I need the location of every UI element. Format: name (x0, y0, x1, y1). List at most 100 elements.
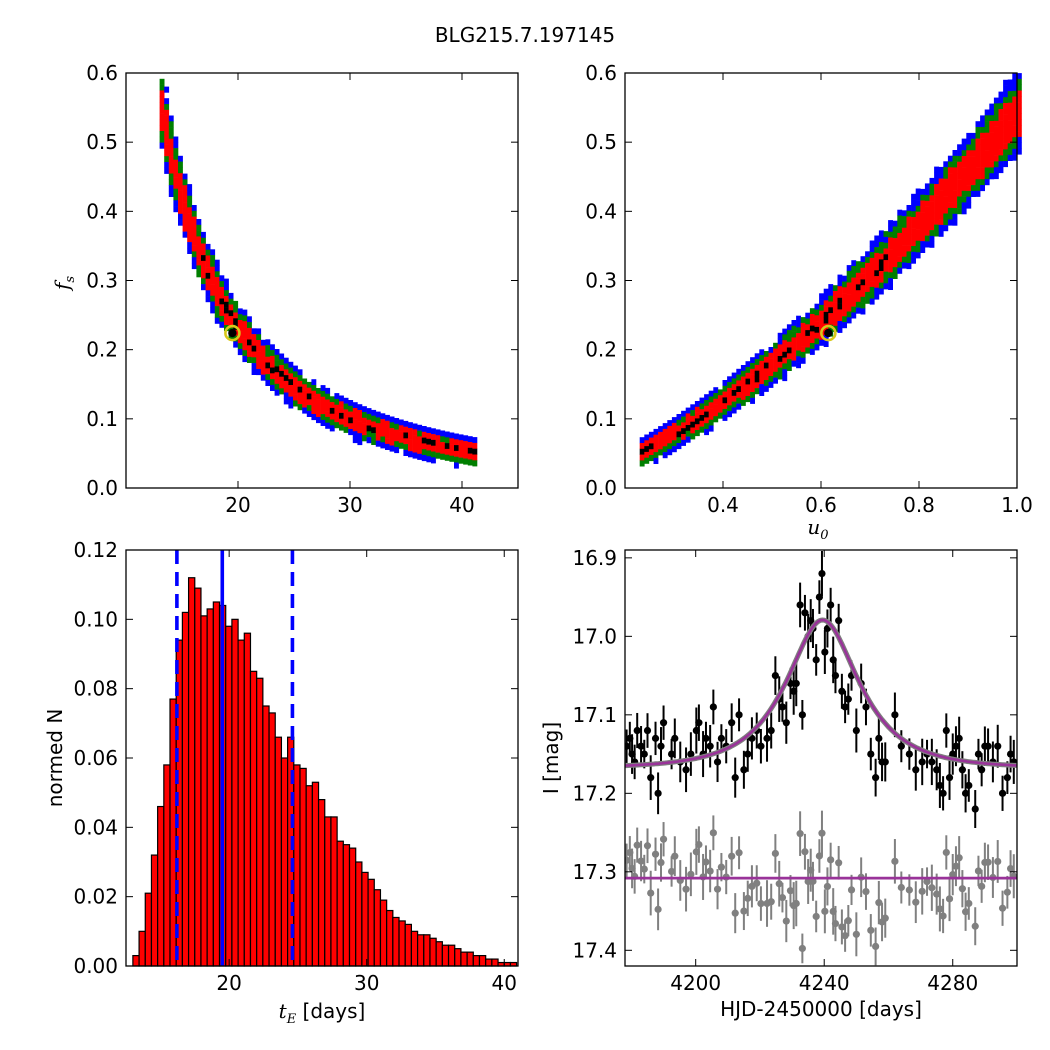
heatmap-cell-red (1016, 131, 1022, 138)
heatmap-cell-red (957, 167, 962, 174)
heatmap-cell-black (444, 443, 450, 450)
heatmap-cell-red (256, 363, 262, 370)
residual-point (971, 922, 979, 930)
heatmap-cell-blue (920, 246, 926, 253)
x-tick-label: 4280 (927, 971, 978, 995)
x-tick-label: 20 (216, 971, 241, 995)
y-tick-label: 0.6 (585, 61, 617, 85)
heatmap-cell-black (699, 415, 705, 422)
heatmap-cell-red (210, 289, 216, 296)
heatmap-cell-blue (823, 294, 829, 301)
heatmap-cell-red (435, 435, 441, 442)
heatmap-cell-black (704, 411, 709, 418)
heatmap-cell-red (800, 334, 806, 341)
heatmap-cell-black (745, 378, 751, 385)
heatmap-cell-red (662, 428, 668, 435)
heatmap-cell-green (786, 330, 792, 337)
heatmap-cell-green (998, 155, 1004, 162)
heatmap-cell-red (763, 374, 769, 381)
heatmap-cell-red (993, 126, 999, 133)
heatmap-cell-red (970, 150, 976, 157)
heatmap-cell-blue (819, 293, 824, 300)
heatmap-cell-red (168, 144, 174, 151)
residual-point (918, 887, 926, 895)
heatmap-cell-green (242, 350, 248, 357)
residual-point (974, 867, 983, 875)
data-point (891, 711, 899, 719)
histogram-bar (293, 764, 301, 967)
heatmap-cell-red (191, 245, 197, 252)
residual-point (647, 889, 655, 897)
heatmap-cell-red (334, 416, 340, 423)
heatmap-cell-red (966, 156, 972, 163)
heatmap-cell-red (777, 350, 783, 357)
heatmap-cell-blue (934, 178, 939, 185)
heatmap-cell-red (911, 217, 916, 224)
heatmap-cell-red (773, 366, 778, 373)
heatmap-cell-red (311, 390, 317, 397)
heatmap-cell-green (851, 306, 857, 313)
heatmap-cell-red (164, 127, 170, 134)
heatmap-cell-blue (1003, 79, 1008, 86)
heatmap-cell-red (874, 264, 880, 271)
heatmap-cell-red (173, 182, 179, 189)
heatmap-cell-blue (357, 439, 363, 446)
heatmap-cell-blue (214, 265, 220, 272)
heatmap-cell-black (860, 279, 866, 286)
heatmap-cell-blue (888, 283, 893, 290)
histogram-bar (342, 844, 351, 967)
heatmap-cell-blue (975, 190, 981, 197)
x-tick-label: 1.0 (1001, 493, 1033, 517)
heatmap-cell-red (662, 440, 668, 447)
heatmap-cell-blue (168, 115, 174, 122)
heatmap-cell-green (187, 195, 193, 202)
heatmap-cell-green (658, 449, 663, 456)
heatmap-cell-black (878, 259, 884, 266)
histogram-bar (447, 944, 456, 967)
heatmap-cell-red (980, 138, 985, 145)
heatmap-cell-blue (219, 275, 225, 282)
heatmap-cell-blue (260, 374, 266, 381)
heatmap-cell-blue (685, 436, 691, 443)
heatmap-cell-red (947, 167, 953, 174)
heatmap-cell-blue (786, 324, 792, 331)
heatmap-cell-blue (164, 98, 170, 105)
heatmap-cell-green (777, 367, 783, 374)
heatmap-cell-blue (279, 353, 285, 360)
heatmap-cell-green (210, 260, 216, 267)
x-tick-label: 20 (225, 493, 250, 517)
heatmap-cell-red (440, 447, 446, 454)
y-tick-label: 0.4 (585, 199, 617, 223)
heatmap-cell-green (993, 115, 999, 122)
heatmap-cell-black (219, 298, 225, 305)
heatmap-cell-blue (237, 349, 243, 356)
heatmap-cell-red (754, 364, 760, 371)
heatmap-cell-red (883, 260, 889, 267)
heatmap-cell-blue (759, 389, 765, 396)
heatmap-cell-blue (1007, 79, 1013, 86)
residual-point (753, 879, 761, 887)
heatmap-cell-red (984, 161, 990, 168)
heatmap-cell-red (906, 245, 912, 252)
heatmap-cell-blue (251, 368, 257, 375)
histogram-bar (324, 816, 332, 967)
residual-point (827, 856, 835, 864)
heatmap-cell-black (823, 317, 829, 324)
residual-point (782, 917, 790, 925)
residual-point (637, 857, 645, 865)
heatmap-cell-green (302, 378, 308, 385)
heatmap-cell-red (187, 236, 193, 243)
heatmap-cell-blue (242, 356, 248, 363)
heatmap-cell-green (293, 371, 298, 378)
heatmap-cell-green (713, 393, 719, 400)
heatmap-cell-green (214, 311, 220, 318)
heatmap-cell-red (196, 248, 202, 255)
heatmap-cell-red (975, 144, 981, 151)
heatmap-cell-red (947, 202, 953, 209)
heatmap-cell-green (786, 364, 792, 371)
heatmap-cell-red (644, 440, 650, 447)
heatmap-cell-red (173, 171, 179, 178)
heatmap-cell-red (957, 173, 962, 180)
heatmap-cell-red (260, 357, 266, 364)
heatmap-cell-blue (750, 397, 755, 404)
